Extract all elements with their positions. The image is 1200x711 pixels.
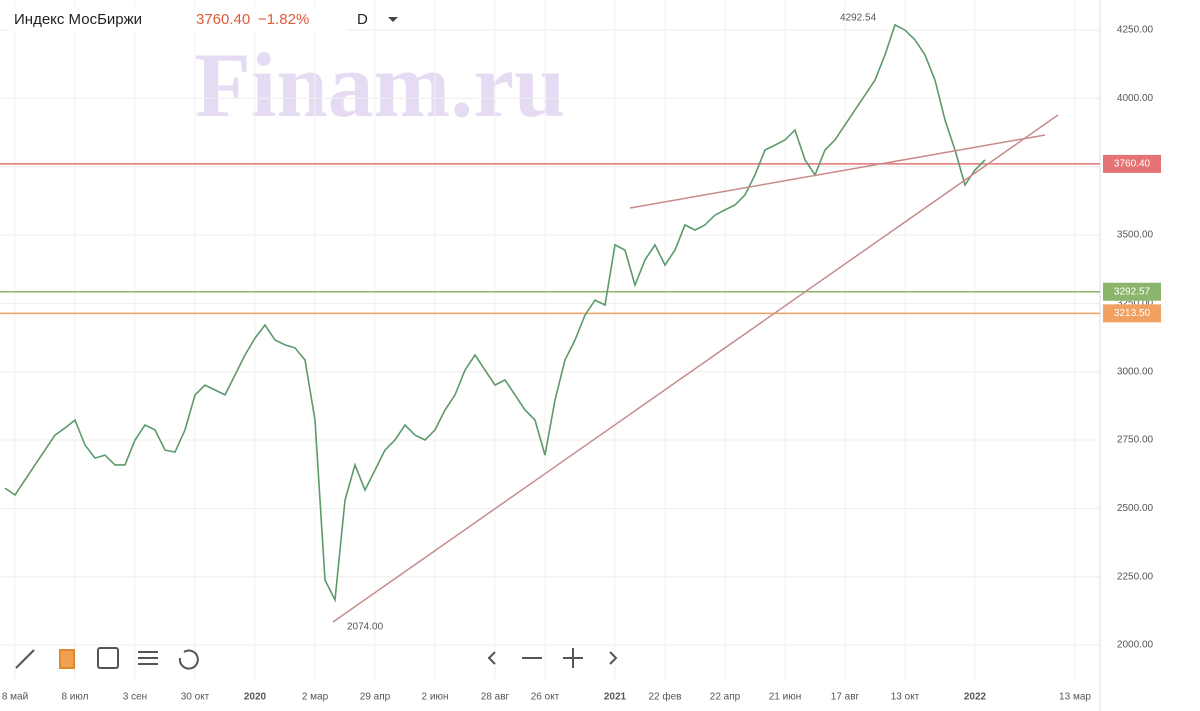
- x-tick-label: 28 авг: [481, 692, 510, 703]
- price: 3760.40: [196, 11, 250, 28]
- y-tick-label: 3500.00: [1117, 230, 1154, 241]
- y-tick-label: 4000.00: [1117, 93, 1154, 104]
- list-tool[interactable]: [59, 649, 75, 669]
- x-tick-label: 2021: [604, 692, 627, 703]
- annotation: 2074.00: [347, 622, 384, 633]
- y-tick-label: 2000.00: [1117, 640, 1154, 651]
- y-tick-label: 4250.00: [1117, 25, 1154, 36]
- add-tool[interactable]: [97, 647, 119, 669]
- scroll-right[interactable]: [609, 651, 618, 665]
- trend-line: [332, 114, 1059, 623]
- x-tick-label: 21 июн: [769, 692, 802, 703]
- header-bg: [8, 6, 348, 32]
- x-tick-label: 8 май: [2, 692, 28, 703]
- interval[interactable]: D: [357, 11, 368, 28]
- x-tick-label: 29 апр: [360, 692, 391, 703]
- trend-line: [629, 134, 1046, 209]
- x-tick-label: 30 окт: [181, 692, 210, 703]
- price-level-label: 3292.57: [1114, 286, 1151, 297]
- x-tick-label: 22 фев: [648, 691, 681, 703]
- y-tick-label: 2500.00: [1117, 503, 1154, 514]
- x-tick-label: 17 авг: [831, 692, 860, 703]
- x-tick-label: 2020: [244, 692, 267, 703]
- x-tick-label: 22 апр: [710, 692, 741, 703]
- price-level-box: [1103, 304, 1161, 323]
- x-tick-label: 13 мар: [1059, 692, 1091, 703]
- settings-tool[interactable]: [138, 651, 158, 665]
- price-level-label: 3760.40: [1114, 159, 1151, 170]
- title: Индекс МосБиржи: [14, 11, 142, 28]
- x-tick-label: 26 окт: [531, 692, 560, 703]
- interval-dropdown[interactable]: [388, 17, 398, 22]
- y-tick-label: 2250.00: [1117, 571, 1154, 582]
- reset-tool[interactable]: [178, 649, 199, 670]
- watermark: Finam.ru: [195, 34, 566, 136]
- price-level-label: 3213.50: [1114, 308, 1151, 319]
- y-tick-label: 2750.00: [1117, 435, 1154, 446]
- price-line: [4, 23, 986, 603]
- x-tick-label: 13 окт: [891, 692, 920, 703]
- x-tick-label: 8 июл: [61, 692, 88, 703]
- x-tick-label: 2022: [964, 692, 987, 703]
- y-tick-label: 3250.00: [1117, 298, 1154, 309]
- x-tick-label: 3 сен: [123, 692, 147, 703]
- x-tick-label: 2 июн: [422, 692, 449, 703]
- price-level-box: [1103, 154, 1161, 173]
- annotation: 4292.54: [840, 13, 877, 24]
- y-tick-label: 3000.00: [1117, 366, 1154, 377]
- draw-tool[interactable]: [15, 649, 35, 669]
- price-level-box: [1103, 282, 1161, 301]
- scroll-left[interactable]: [487, 651, 496, 665]
- x-tick-label: 2 мар: [302, 692, 329, 703]
- zoom-in[interactable]: [563, 648, 583, 668]
- change: −1.82%: [258, 11, 309, 28]
